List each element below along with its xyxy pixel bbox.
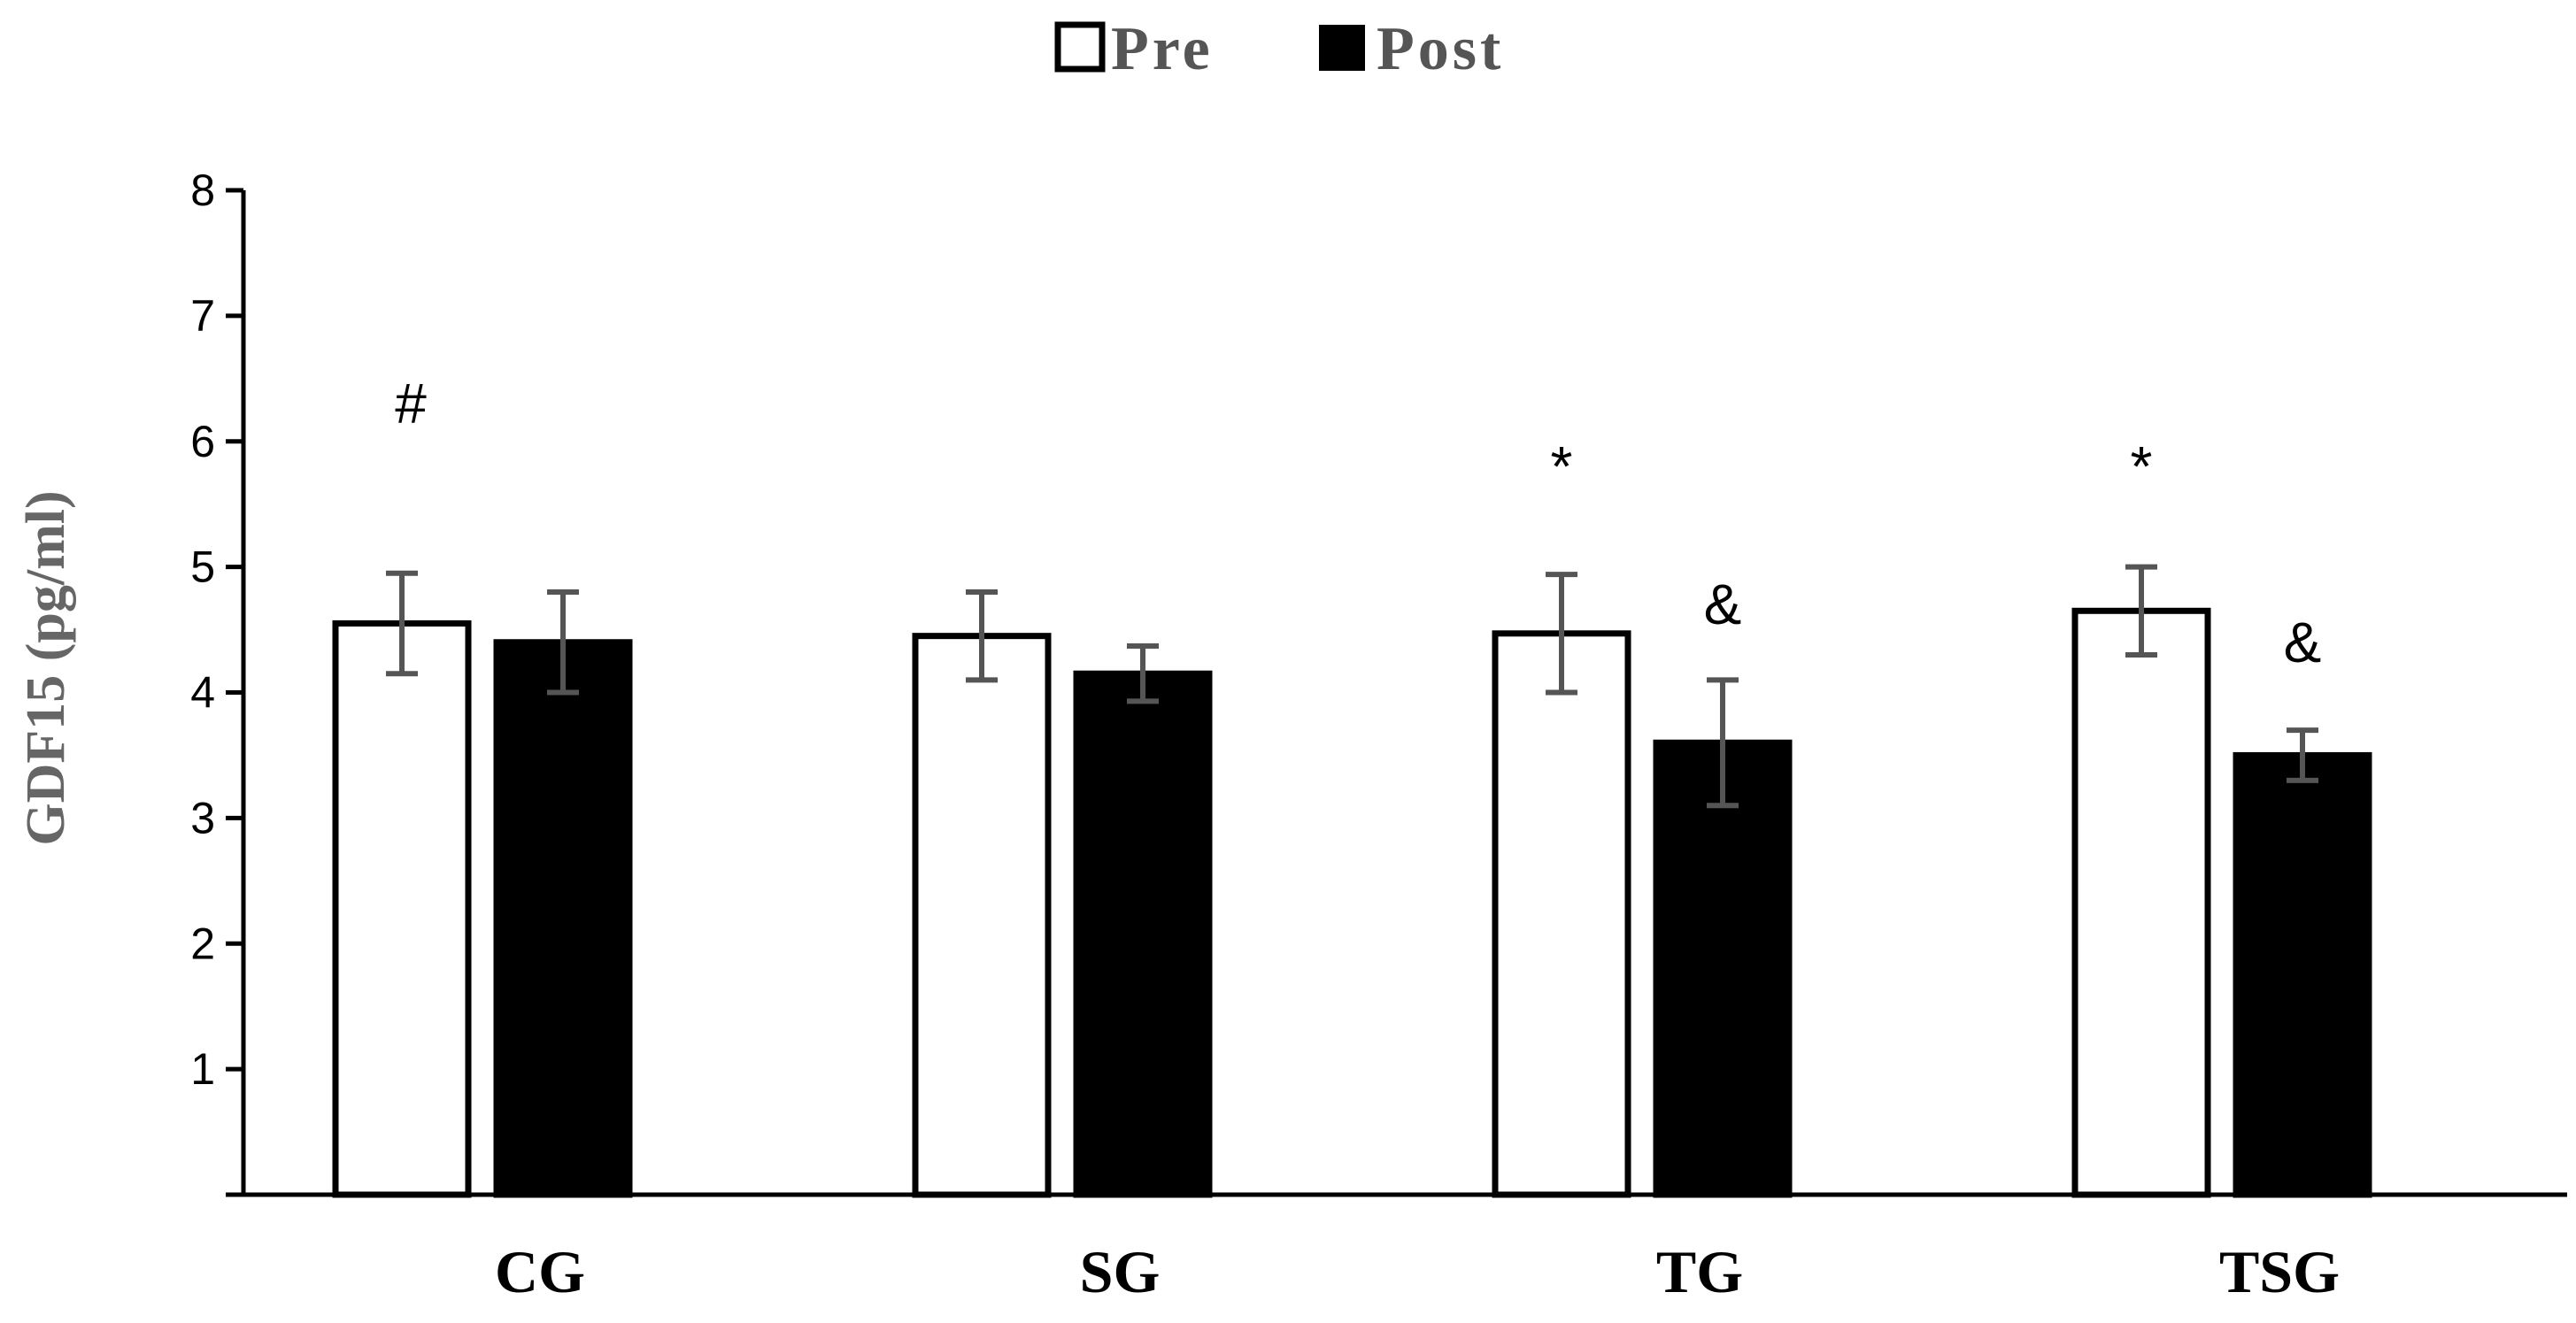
bar-post-tg bbox=[1653, 739, 1793, 1198]
x-tick-label: CG bbox=[495, 1238, 585, 1305]
error-bar bbox=[386, 570, 418, 677]
bars bbox=[332, 607, 2372, 1198]
bar-pre-tg bbox=[1492, 630, 1631, 1198]
legend-swatch-post bbox=[1319, 25, 1365, 71]
error-bar bbox=[1707, 677, 1739, 809]
annotations: # * & * & bbox=[395, 372, 2321, 674]
annotation-label: # bbox=[395, 372, 427, 435]
error-bar bbox=[2287, 727, 2318, 783]
annotation-label: * bbox=[1551, 435, 1573, 498]
error-bar bbox=[966, 589, 998, 683]
bar-post-sg bbox=[1073, 670, 1213, 1198]
y-tick-label: 3 bbox=[190, 793, 215, 842]
annotation-label: * bbox=[2131, 435, 2153, 498]
legend-swatch-pre bbox=[1054, 21, 1106, 73]
legend: Pre Post bbox=[1054, 15, 1504, 83]
y-tick-label: 4 bbox=[190, 668, 215, 718]
legend-label-post: Post bbox=[1377, 15, 1504, 83]
annotation-label: & bbox=[2284, 611, 2322, 674]
error-bar bbox=[2125, 564, 2157, 658]
y-tick-label: 2 bbox=[190, 919, 215, 968]
y-tick-label: 6 bbox=[190, 417, 215, 466]
bar-pre-cg bbox=[332, 619, 472, 1198]
y-tick-label: 1 bbox=[190, 1044, 215, 1094]
bar-post-tsg bbox=[2233, 751, 2372, 1198]
y-tick-label: 7 bbox=[190, 291, 215, 341]
error-bars bbox=[386, 564, 2318, 809]
x-tick-label: SG bbox=[1080, 1238, 1161, 1305]
x-tick-label: TG bbox=[1656, 1238, 1743, 1305]
y-ticks: 1 2 3 4 5 6 7 8 bbox=[190, 165, 243, 1197]
bar-post-cg bbox=[493, 639, 633, 1198]
bar-pre-sg bbox=[912, 633, 1052, 1198]
legend-label-pre: Pre bbox=[1111, 15, 1214, 83]
error-bar bbox=[1127, 643, 1159, 704]
error-bar bbox=[547, 589, 579, 696]
y-tick-label: 8 bbox=[190, 165, 215, 215]
error-bar bbox=[1546, 572, 1577, 696]
x-tick-label: TSG bbox=[2219, 1238, 2340, 1305]
bar-pre-tsg bbox=[2071, 607, 2211, 1198]
x-ticks: CG SG TG TSG bbox=[495, 1238, 2340, 1305]
y-axis-label: GDF15 (pg/ml) bbox=[16, 490, 76, 845]
annotation-label: & bbox=[1704, 573, 1742, 636]
y-tick-label: 5 bbox=[190, 542, 215, 592]
